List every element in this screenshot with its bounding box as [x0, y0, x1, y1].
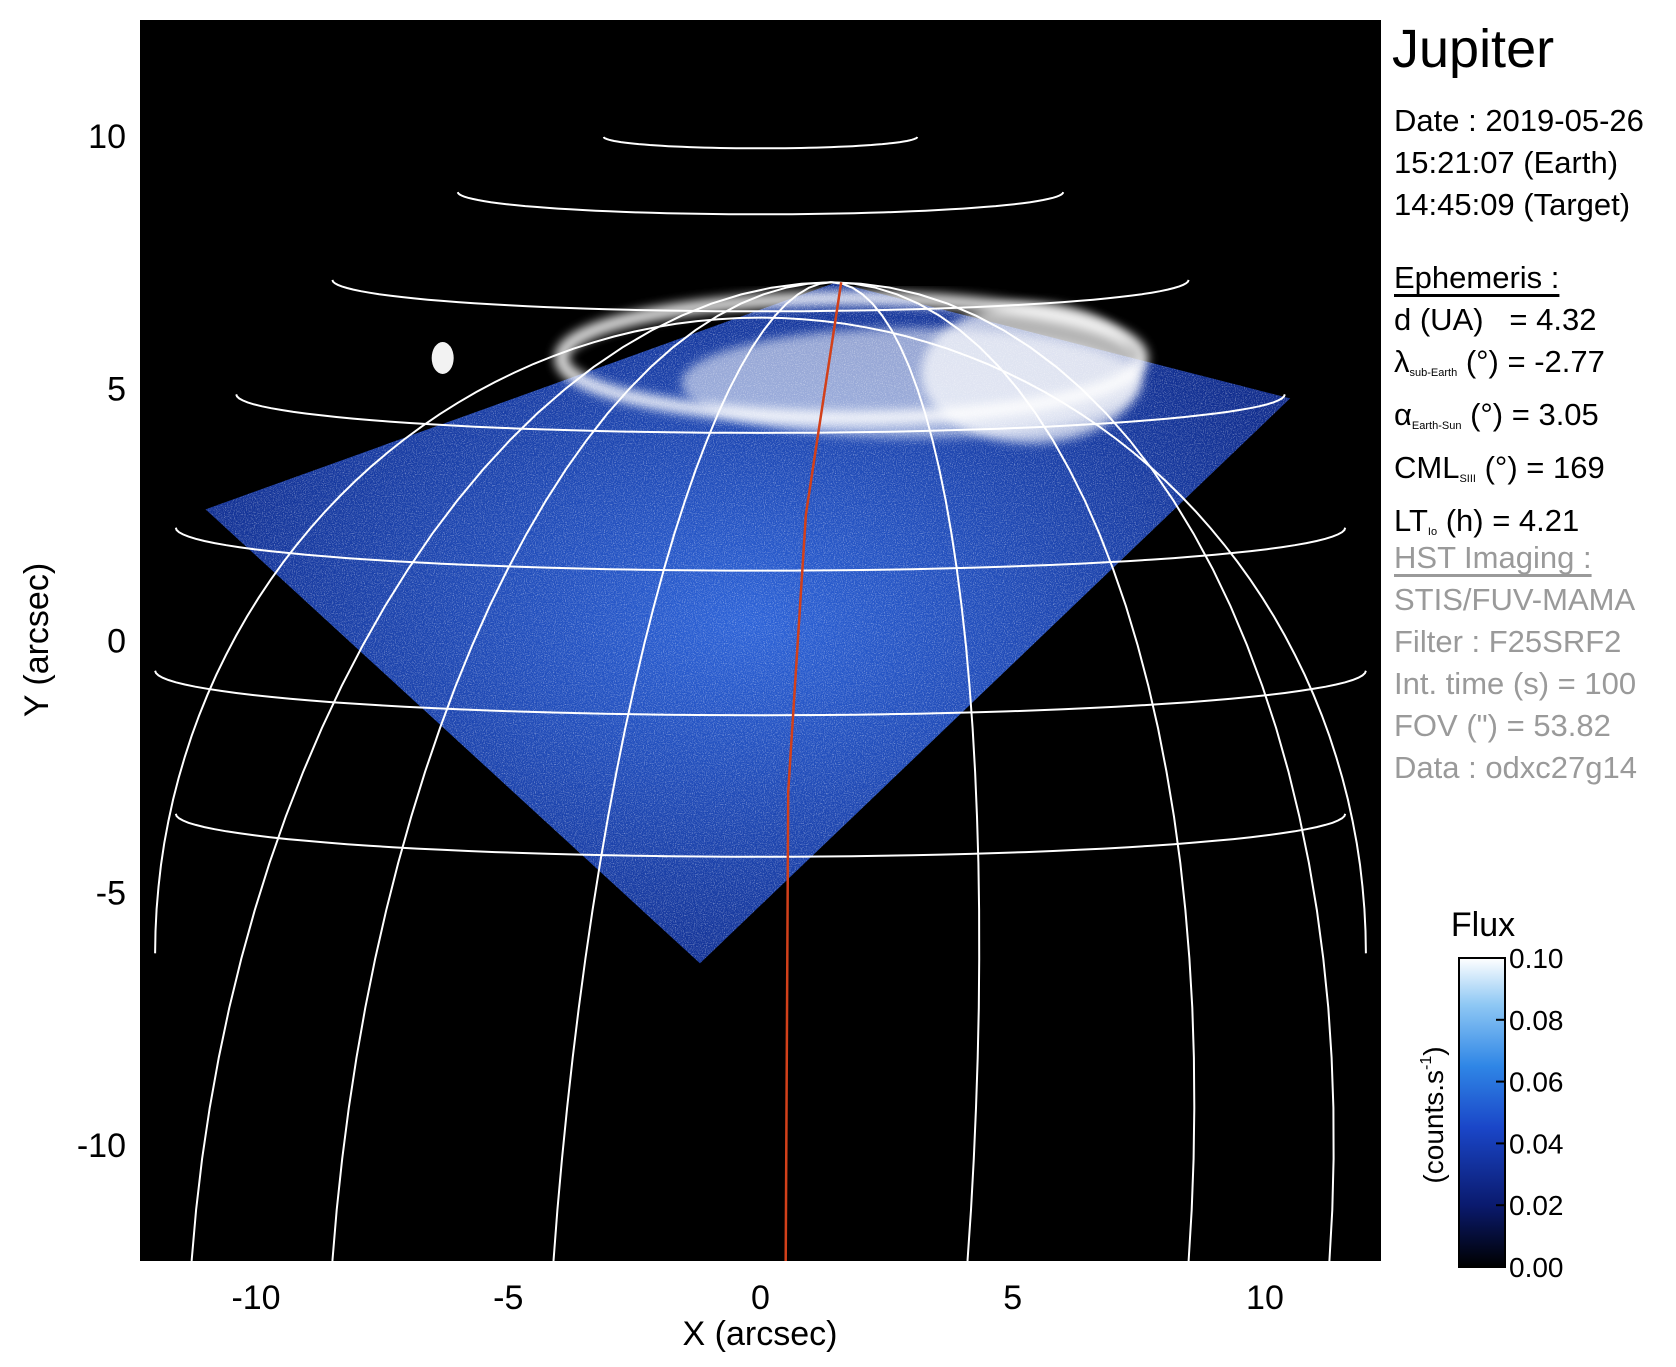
colorbar-tick-label: 0.08 [1509, 1005, 1564, 1036]
colorbar-tick-label: 0.10 [1509, 943, 1564, 974]
grid-parallel [456, 191, 1065, 216]
grid-meridian [331, 281, 832, 1261]
alpha-value: (°) = 3.05 [1470, 397, 1599, 432]
x-tick-label: 5 [1003, 1279, 1022, 1317]
ephemeris-latitude: λsub-Earth (°) = -2.77 [1394, 341, 1605, 394]
colorbar-tick-label: 0.00 [1509, 1252, 1564, 1283]
colorbar [1458, 957, 1506, 1268]
observation-times: Date : 2019-05-26 15:21:07 (Earth) 14:45… [1394, 100, 1644, 226]
lambda-subscript: sub-Earth [1409, 367, 1458, 379]
auroral-dawn-arc [921, 303, 1142, 444]
distance-value: = 4.32 [1509, 302, 1597, 337]
ephemeris-phase-angle: αEarth-Sun (°) = 3.05 [1394, 394, 1605, 447]
alpha-subscript: Earth-Sun [1411, 420, 1462, 432]
hst-data-id: Data : odxc27g14 [1394, 750, 1638, 785]
y-tick-label: 0 [107, 623, 126, 661]
grid-parallel [174, 527, 1347, 572]
colorbar-unit-text: (counts.s [1418, 1070, 1449, 1184]
ephemeris-local-time: LTIo (h) = 4.21 [1394, 500, 1605, 553]
y-tick-label: 5 [107, 370, 126, 408]
grid-meridian [831, 281, 1196, 1261]
hst-instrument: STIS/FUV-MAMA [1394, 582, 1636, 617]
ephemeris-cml: CMLSIII (°) = 169 [1394, 447, 1605, 500]
colorbar-unit: (counts.s-1) [1418, 1046, 1449, 1183]
lt-subscript: Io [1427, 526, 1438, 538]
date-line: Date : 2019-05-26 [1394, 103, 1644, 138]
ephemeris-block: Ephemeris : d (UA) = 4.32 λsub-Earth (°)… [1394, 257, 1605, 553]
planet-limb [154, 316, 1367, 954]
hst-field-of-view: FOV (") = 53.82 [1394, 708, 1611, 743]
colorbar-unit-superscript: -1 [1418, 1056, 1435, 1070]
x-axis-ticks: -10 -5 0 5 10 [231, 1251, 1284, 1317]
target-time: 14:45:09 (Target) [1394, 187, 1631, 222]
cml-label: CML [1394, 450, 1460, 485]
colorbar-tick-label: 0.02 [1509, 1190, 1564, 1221]
grid-meridian [830, 281, 981, 1261]
hst-header: HST Imaging : [1394, 540, 1592, 575]
x-tick-label: -10 [231, 1279, 280, 1317]
planet-title: Jupiter [1392, 19, 1555, 79]
x-axis-label: X (arcsec) [683, 1315, 838, 1353]
y-tick-label: 10 [88, 118, 126, 156]
lambda-symbol: λ [1394, 344, 1410, 379]
colorbar-unit-close: ) [1418, 1046, 1449, 1055]
grid-parallel [331, 279, 1190, 313]
y-axis-ticks: -10 -5 0 5 10 [77, 118, 150, 1165]
hst-integration-time: Int. time (s) = 100 [1394, 666, 1637, 701]
grid-meridian [831, 281, 1335, 1261]
planet-grid [154, 136, 1367, 1261]
colorbar-title: Flux [1451, 906, 1515, 944]
alpha-symbol: α [1394, 397, 1412, 432]
cml-value: (°) = 169 [1484, 450, 1605, 485]
earth-time: 15:21:07 (Earth) [1394, 145, 1619, 180]
grid-parallel [174, 813, 1347, 858]
lambda-value: (°) = -2.77 [1465, 344, 1605, 379]
y-tick-label: -10 [77, 1127, 126, 1165]
hst-imaging-block: HST Imaging : STIS/FUV-MAMA Filter : F25… [1394, 537, 1637, 789]
grid-parallel [602, 136, 919, 150]
grid-meridian [552, 281, 832, 1261]
image-noise-texture [205, 282, 1291, 964]
colorbar-tick-label: 0.06 [1509, 1067, 1564, 1098]
x-tick-label: -5 [493, 1279, 523, 1317]
ephemeris-distance: d (UA) = 4.32 [1394, 299, 1605, 341]
cml-subscript: SIII [1459, 473, 1476, 485]
colorbar-ticks: 0.10 0.08 0.06 0.04 0.02 0.00 [1496, 943, 1564, 1283]
central-meridian-line [784, 282, 843, 1261]
lt-value: (h) = 4.21 [1445, 503, 1580, 538]
colorbar-tick-label: 0.04 [1509, 1128, 1564, 1159]
grid-parallel [235, 394, 1286, 434]
auroral-emission [431, 291, 1149, 444]
hst-filter: Filter : F25SRF2 [1394, 624, 1622, 659]
io-footprint-spot [431, 341, 454, 374]
grid-meridian [190, 281, 832, 1261]
distance-label: d (UA) [1394, 302, 1484, 337]
grid-parallel [154, 670, 1367, 717]
x-tick-label: 10 [1246, 1279, 1284, 1317]
lt-label: LT [1394, 503, 1428, 538]
ephemeris-header: Ephemeris : [1394, 260, 1560, 295]
y-tick-label: -5 [96, 875, 126, 913]
y-axis-label: Y (arcsec) [18, 563, 56, 717]
x-tick-label: 0 [751, 1279, 770, 1317]
